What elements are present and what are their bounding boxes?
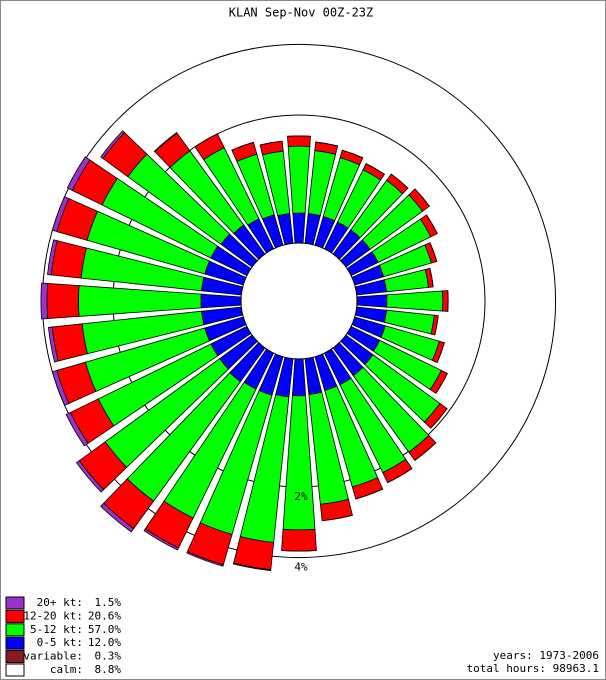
legend-swatch (5, 636, 25, 650)
rose-segment (51, 369, 70, 406)
footer-hours: total hours: 98963.1 (467, 662, 599, 675)
legend-swatch (5, 623, 25, 637)
legend-name: 12-20 kt: (23, 609, 83, 622)
rose-segment (356, 294, 388, 308)
rose-segment (414, 188, 430, 207)
legend-name: 20+ kt: (37, 596, 83, 609)
rose-segment (153, 132, 178, 153)
rose-segment (292, 212, 306, 244)
legend-name: 5-12 kt: (30, 623, 83, 636)
rose-segment (47, 239, 58, 276)
rose-segment (66, 156, 91, 191)
rose-segment (386, 290, 444, 312)
rose-segment (40, 282, 49, 320)
rose-segment (75, 460, 105, 493)
rose-segment (322, 514, 353, 522)
legend-value: 12.0% (88, 636, 121, 649)
rose-segment (232, 562, 272, 572)
legend-swatch (5, 609, 25, 623)
rose-segment (100, 130, 126, 160)
rose-segment (46, 282, 80, 320)
rose-segment (51, 196, 70, 233)
rose-segment (287, 135, 311, 147)
rose-segment (365, 163, 385, 175)
calm-circle (240, 242, 358, 360)
legend-value: 0.3% (95, 650, 122, 663)
rose-segment (442, 290, 449, 312)
legend-value: 8.8% (95, 663, 122, 676)
rose-segment (51, 323, 88, 362)
rose-segment (50, 240, 87, 279)
rose-segment (291, 358, 307, 397)
rose-segment (47, 326, 59, 363)
footer-years: years: 1973-2006 (493, 649, 599, 662)
legend-value: 57.0% (88, 623, 121, 636)
rose-segment (200, 293, 242, 309)
rose-segment (100, 502, 135, 533)
rose-segment (186, 551, 224, 567)
rose-segment (342, 149, 363, 159)
legend-swatch (5, 650, 25, 664)
rose-segment (414, 442, 437, 461)
legend-value: 1.5% (95, 596, 122, 609)
rose-segment (387, 468, 413, 484)
rose-segment (281, 528, 317, 552)
legend-swatch (5, 663, 25, 677)
legend-value: 20.6% (88, 609, 121, 622)
chart-title: KLAN Sep-Nov 00Z-23Z (229, 6, 374, 20)
legend-name: variable: (23, 650, 83, 663)
rose-segment (315, 141, 338, 147)
rose-segment (282, 395, 316, 531)
legend-name: 0-5 kt: (37, 636, 83, 649)
rose-segment (287, 145, 311, 214)
ring-label: 2% (294, 490, 308, 503)
rose-segment (143, 528, 180, 551)
legend-name: calm: (50, 663, 83, 676)
rose-segment (65, 412, 89, 447)
rose-segment (78, 285, 202, 317)
legend-swatch (5, 596, 25, 610)
rose-segment (355, 488, 383, 500)
ring-label: 4% (294, 561, 308, 574)
